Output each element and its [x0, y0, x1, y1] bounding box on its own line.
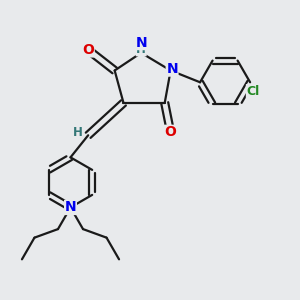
Text: N: N [166, 62, 178, 76]
Text: N: N [135, 35, 147, 50]
Text: O: O [82, 43, 94, 57]
Text: N: N [65, 200, 76, 214]
Text: H: H [73, 126, 83, 139]
Text: H: H [136, 43, 146, 56]
Text: O: O [165, 125, 176, 139]
Text: Cl: Cl [246, 85, 260, 98]
